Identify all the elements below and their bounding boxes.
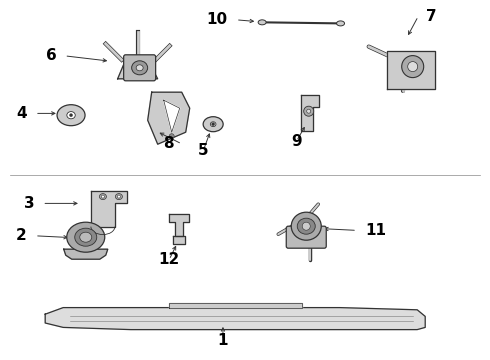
Text: 4: 4 (16, 106, 27, 121)
Ellipse shape (302, 222, 310, 230)
Text: 9: 9 (291, 134, 302, 149)
Polygon shape (147, 92, 190, 144)
Text: 12: 12 (158, 252, 180, 267)
Polygon shape (118, 60, 158, 79)
Polygon shape (91, 190, 127, 226)
Text: 8: 8 (163, 136, 174, 152)
Polygon shape (164, 100, 180, 132)
Text: 6: 6 (46, 48, 56, 63)
Ellipse shape (212, 123, 215, 126)
Ellipse shape (307, 109, 311, 113)
Ellipse shape (57, 105, 85, 126)
Text: 7: 7 (426, 9, 437, 24)
Text: 11: 11 (365, 223, 386, 238)
Polygon shape (45, 307, 425, 330)
Ellipse shape (75, 228, 97, 246)
Polygon shape (169, 214, 189, 236)
Ellipse shape (408, 62, 417, 72)
Text: 10: 10 (207, 12, 228, 27)
Ellipse shape (297, 218, 315, 234)
Ellipse shape (116, 194, 122, 199)
Text: 2: 2 (16, 228, 27, 243)
Ellipse shape (80, 232, 92, 242)
Polygon shape (64, 249, 108, 259)
Ellipse shape (70, 114, 73, 117)
Polygon shape (173, 236, 185, 244)
Ellipse shape (99, 194, 106, 199)
Ellipse shape (67, 112, 75, 119)
Ellipse shape (337, 21, 344, 26)
Polygon shape (387, 51, 435, 89)
Ellipse shape (203, 117, 223, 132)
Ellipse shape (101, 195, 104, 198)
Polygon shape (301, 95, 318, 131)
Ellipse shape (169, 134, 174, 139)
Ellipse shape (67, 222, 105, 252)
FancyBboxPatch shape (286, 226, 326, 248)
Text: 1: 1 (218, 333, 228, 348)
Text: 5: 5 (198, 143, 209, 158)
Ellipse shape (304, 106, 314, 116)
Ellipse shape (118, 195, 121, 198)
Ellipse shape (132, 61, 147, 75)
Ellipse shape (402, 55, 424, 78)
FancyBboxPatch shape (123, 55, 156, 81)
Ellipse shape (136, 65, 143, 71)
Ellipse shape (210, 122, 216, 127)
Polygon shape (169, 303, 302, 307)
Ellipse shape (258, 20, 266, 25)
Text: 3: 3 (24, 196, 34, 211)
Ellipse shape (291, 212, 321, 240)
